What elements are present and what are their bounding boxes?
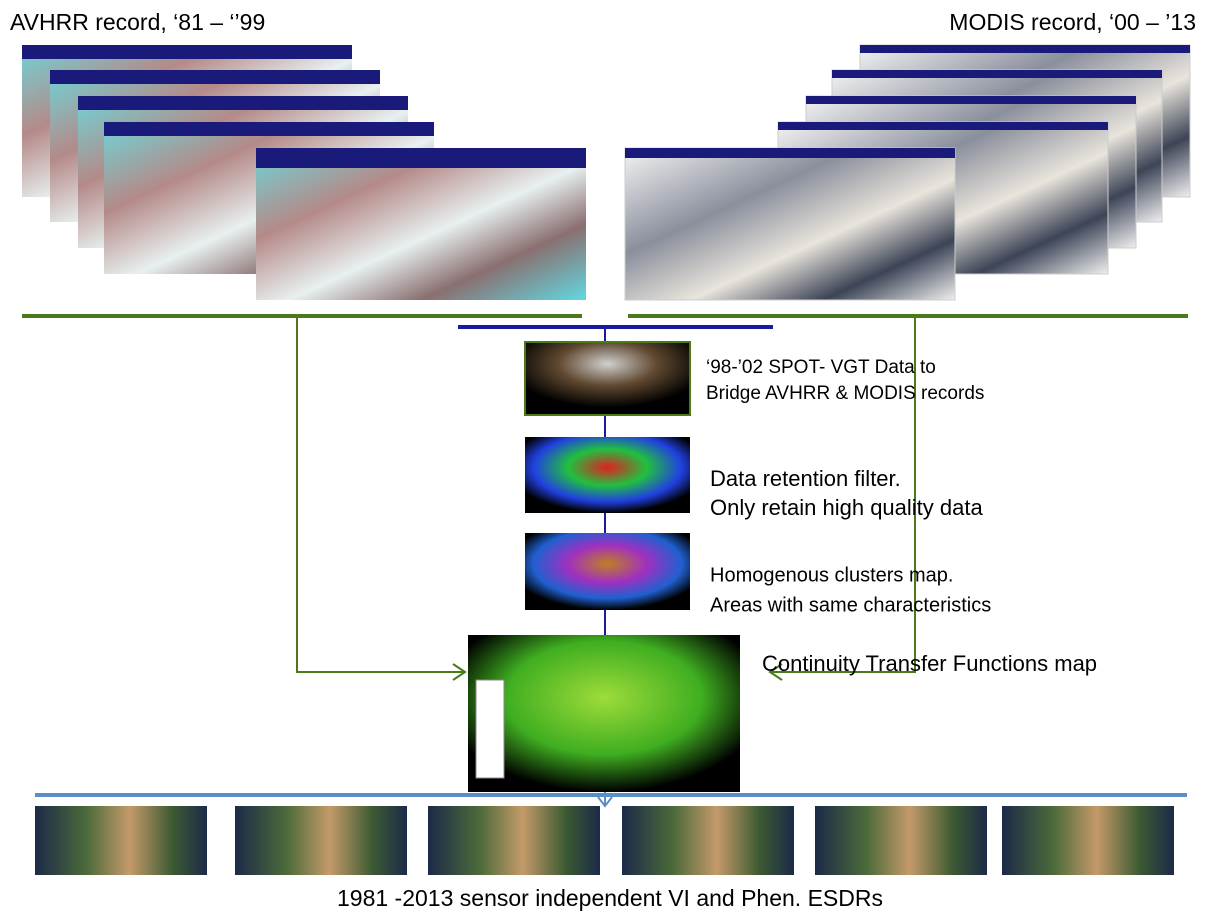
frame-bar — [22, 45, 352, 59]
output-map — [815, 806, 987, 875]
left-title: AVHRR record, ‘81 – ‘’99 — [10, 9, 265, 35]
spot-map — [524, 341, 691, 416]
frame-bar — [778, 122, 1108, 130]
step-text: Bridge AVHRR & MODIS records — [706, 383, 984, 404]
frame-bar — [860, 45, 1190, 53]
frame-bar — [78, 96, 408, 110]
avhrr-stack — [22, 45, 586, 300]
frame-bar — [104, 122, 434, 136]
step-text: Homogenous clusters map. — [710, 564, 953, 586]
output-map — [1002, 806, 1174, 875]
step-text: Areas with same characteristics — [710, 594, 991, 616]
step-text: ‘98-’02 SPOT- VGT Data to — [706, 357, 936, 378]
frame-bar — [806, 96, 1136, 104]
output-maps — [35, 806, 1174, 875]
modis-frame — [624, 147, 956, 301]
output-map — [622, 806, 794, 875]
frame-bar — [50, 70, 380, 84]
frame-bar — [625, 148, 955, 158]
clusters-map — [525, 533, 690, 610]
arrow-head — [597, 796, 613, 808]
green-arrows — [296, 316, 916, 681]
right-title: MODIS record, ‘00 – ’13 — [949, 9, 1196, 35]
transfer-map — [468, 635, 740, 792]
output-map — [428, 806, 600, 875]
arrow-head — [768, 663, 783, 681]
modis-stack — [624, 44, 1191, 301]
frame-bar — [256, 148, 586, 168]
arrow-head — [452, 663, 467, 681]
output-map — [35, 806, 207, 875]
frame-bar — [832, 70, 1162, 78]
footer-caption: 1981 -2013 sensor independent VI and Phe… — [337, 885, 883, 911]
map-legend — [475, 679, 505, 779]
step-text: Only retain high quality data — [710, 495, 983, 520]
step-text: Data retention filter. — [710, 466, 901, 491]
arrow — [296, 316, 465, 673]
step-text: Continuity Transfer Functions map — [762, 651, 1097, 676]
arrow — [770, 316, 916, 673]
avhrr-frame — [256, 148, 586, 300]
retention-map — [525, 437, 690, 513]
output-arrow — [597, 792, 613, 808]
output-map — [235, 806, 407, 875]
